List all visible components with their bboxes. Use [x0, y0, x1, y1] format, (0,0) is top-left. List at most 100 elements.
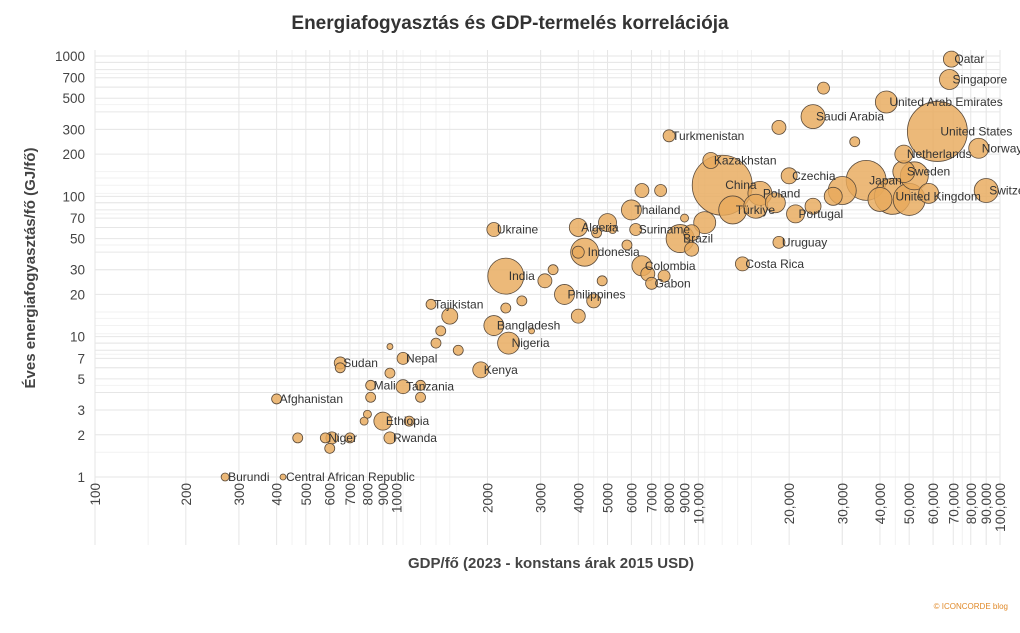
bubble: [384, 367, 396, 379]
bubble-ukraine: [486, 222, 502, 237]
bubble-bangladesh: [483, 315, 505, 336]
country-label: Poland: [763, 186, 800, 200]
x-tick-label: 2000: [480, 483, 495, 513]
country-label: Tanzania: [406, 380, 454, 394]
bubble: [516, 295, 528, 307]
bubble-thailand: [621, 199, 642, 221]
country-label: Sweden: [907, 165, 950, 179]
country-label: Japan: [869, 173, 902, 187]
bubble: [684, 241, 700, 257]
x-tick-label: 600: [323, 483, 338, 506]
chart-title: Energiafogyasztás és GDP-termelés korrel…: [291, 13, 729, 34]
bubble-afghanistan: [271, 393, 283, 405]
country-label: Gabon: [655, 276, 691, 290]
x-tick-label: 6000: [624, 483, 639, 513]
bubble-costa-rica: [735, 256, 750, 272]
country-label: Nigeria: [512, 336, 550, 350]
bubble: [608, 225, 618, 234]
country-label: Philippines: [567, 287, 625, 301]
bubble-central-african-republic: [279, 473, 287, 481]
bubble-united-states: [906, 101, 968, 162]
bubble: [334, 362, 346, 374]
bubble-tajikistan: [425, 298, 437, 310]
x-tick-label: 90,000: [979, 483, 994, 524]
bubble-czechia: [780, 167, 798, 185]
bubble-portugal: [786, 204, 805, 224]
country-label: Niger: [328, 431, 357, 445]
country-label: India: [509, 269, 535, 283]
bubble: [596, 275, 608, 287]
country-label: Qatar: [954, 52, 984, 66]
y-axis-title: Éves energiafogyasztás/fő (GJ/fő): [22, 148, 39, 389]
country-label: Burundi: [228, 470, 269, 484]
bubble: [537, 273, 553, 289]
bubble: [817, 81, 830, 95]
bubble: [571, 245, 585, 259]
x-tick-label: 30,000: [835, 483, 850, 524]
bubble: [621, 239, 633, 251]
bubble-switzerland: [973, 178, 999, 203]
country-label: Kazakhstan: [714, 154, 777, 168]
credit-text: © ICONCORDE blog: [933, 602, 1008, 611]
bubbles: [220, 50, 999, 482]
bubble: [823, 186, 843, 206]
x-tick-label: 10,000: [691, 483, 706, 524]
y-tick-label: 200: [62, 147, 85, 162]
y-tick-label: 500: [62, 91, 85, 106]
x-tick-label: 400: [270, 483, 285, 506]
country-label: United States: [940, 124, 1012, 138]
country-label: Tajikistan: [434, 297, 483, 311]
grid: [94, 50, 1001, 545]
bubble-turkmenistan: [662, 129, 676, 143]
bubble-nepal: [396, 352, 410, 365]
country-label: Ethiopia: [386, 414, 430, 428]
x-tick-label: 20,000: [782, 483, 797, 524]
bubble: [430, 337, 442, 349]
country-label: Türkiye: [736, 203, 776, 217]
x-tick-label: 8000: [662, 483, 677, 513]
y-tick-label: 2: [77, 428, 85, 443]
country-label: Indonesia: [588, 245, 640, 259]
bubble: [591, 227, 602, 239]
country-label: United Kingdom: [895, 189, 980, 203]
country-label: Ukraine: [497, 223, 539, 237]
country-label: Algeria: [581, 220, 619, 234]
x-tick-label: 9000: [678, 483, 693, 513]
country-label: Sudan: [343, 356, 378, 370]
bubble: [586, 293, 602, 309]
bubble: [771, 119, 787, 135]
x-tick-label: 70,000: [946, 483, 961, 524]
bubble-uruguay: [772, 235, 786, 249]
country-label: Bangladesh: [497, 319, 560, 333]
bubble-netherlands: [894, 144, 914, 164]
bubble: [441, 307, 459, 325]
bubble: [570, 308, 586, 324]
x-axis-title: GDP/fő (2023 - konstans árak 2015 USD): [408, 555, 694, 572]
y-tick-label: 1: [77, 470, 85, 485]
bubble-philippines: [554, 284, 575, 305]
country-label: Thailand: [634, 203, 680, 217]
country-label: Kenya: [484, 363, 518, 377]
country-label: Costa Rica: [745, 257, 804, 271]
country-label: Mali: [374, 378, 396, 392]
bubble: [918, 182, 940, 204]
country-label: Rwanda: [393, 431, 437, 445]
x-tick-label: 500: [299, 483, 314, 506]
bubble-tanzania: [395, 379, 411, 395]
bubble: [657, 269, 671, 283]
y-tick-label: 5: [77, 372, 85, 387]
bubble: [324, 442, 336, 454]
bubble: [804, 197, 822, 215]
x-tick-label: 300: [232, 483, 247, 506]
y-axis-ticks: 1 2 3 5 7 10 20 30 50 70 100 200 300 500 700 1000: [55, 49, 85, 485]
x-tick-label: 7000: [645, 483, 660, 513]
x-tick-label: 80,000: [964, 483, 979, 524]
bubble: [292, 432, 304, 444]
bubble-india: [487, 257, 525, 295]
y-tick-label: 70: [70, 211, 85, 226]
x-tick-label: 900: [376, 483, 391, 506]
bubble-united-arab-emirates: [874, 90, 898, 114]
bubble: [528, 327, 535, 335]
